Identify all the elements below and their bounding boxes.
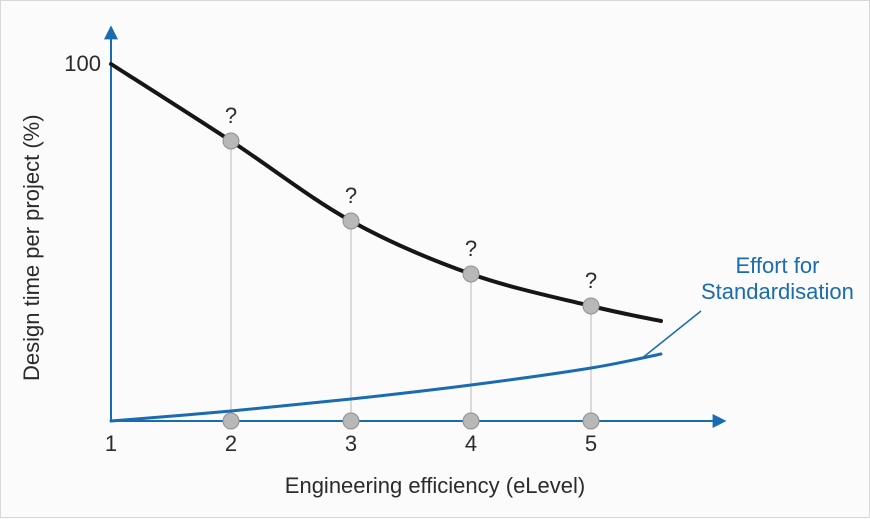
y-tick-label: 100 bbox=[56, 51, 101, 77]
y-axis-label: Design time per project (%) bbox=[19, 114, 45, 381]
effort-annotation-line1: Effort for bbox=[735, 253, 819, 278]
question-marker-label: ? bbox=[465, 236, 477, 262]
x-tick-label: 5 bbox=[585, 431, 597, 457]
question-marker-label: ? bbox=[585, 268, 597, 294]
x-axis-label: Engineering efficiency (eLevel) bbox=[1, 473, 869, 499]
x-tick-label: 3 bbox=[345, 431, 357, 457]
chart-frame: Design time per project (%) Engineering … bbox=[0, 0, 870, 518]
y-axis-label-text: Design time per project (%) bbox=[19, 114, 44, 381]
question-marker-label: ? bbox=[225, 103, 237, 129]
effort-annotation-line2: Standardisation bbox=[701, 279, 854, 304]
question-marker-label: ? bbox=[345, 183, 357, 209]
x-tick-label: 2 bbox=[225, 431, 237, 457]
x-axis-label-text: Engineering efficiency (eLevel) bbox=[285, 473, 585, 498]
x-tick-label: 4 bbox=[465, 431, 477, 457]
x-tick-label: 1 bbox=[105, 431, 117, 457]
effort-annotation: Effort for Standardisation bbox=[701, 253, 854, 306]
